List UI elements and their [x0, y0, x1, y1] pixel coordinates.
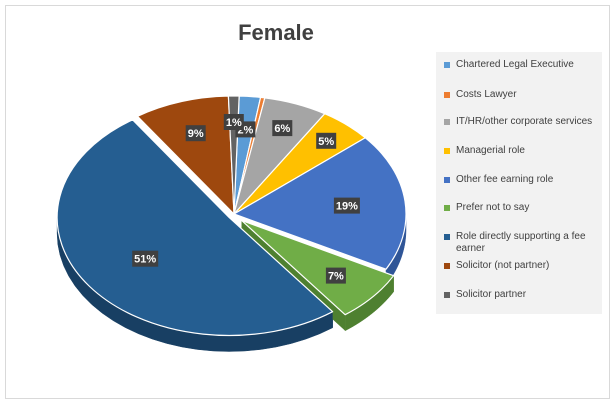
legend-item-solicitor-not-partner: Solicitor (not partner) [444, 260, 600, 272]
legend-label: Solicitor partner [456, 289, 527, 300]
legend-label: Solicitor (not partner) [456, 260, 550, 271]
legend-label: Other fee earning role [456, 174, 554, 185]
legend-label: Managerial role [456, 145, 525, 156]
legend-item-other-fee-earning-role: Other fee earning role [444, 174, 600, 186]
data-label-box [272, 120, 293, 137]
legend: Chartered Legal Executive Costs Lawyer IT/… [436, 52, 602, 314]
legend-label: Role directly supporting a fee earner [456, 231, 586, 254]
data-label-box [223, 114, 244, 130]
legend-swatch [444, 205, 450, 211]
data-label-solicitor-not-partner: 9% [185, 125, 206, 142]
data-label-box [333, 197, 360, 214]
data-label-box [185, 125, 206, 142]
pie-slice-solicitor-not-partner [136, 95, 235, 215]
legend-swatch [444, 148, 450, 154]
chart-area: Female 2% 6% 5% 19% 7% 51% 9% 1% Chartered Lega… [5, 5, 610, 399]
data-label-prefer-not-to-say: 7% [325, 267, 346, 284]
pie-plot: 2% 6% 5% 19% 7% 51% 9% 1% [56, 95, 407, 352]
legend-swatch [444, 92, 450, 98]
legend-swatch [444, 292, 450, 298]
data-label-box [316, 132, 337, 149]
legend-swatch [444, 62, 450, 68]
data-label-other-fee-earning-role: 19% [333, 197, 360, 214]
data-label-managerial-role: 5% [316, 132, 337, 149]
data-label-text: 51% [134, 254, 156, 266]
legend-label: Prefer not to say [456, 202, 530, 213]
legend-label: Costs Lawyer [456, 89, 517, 100]
legend-item-it-hr-other-corporate-services: IT/HR/other corporate services [444, 116, 600, 128]
data-label-text: 6% [274, 123, 290, 135]
data-label-it-hr-other-corporate-services: 6% [272, 120, 293, 137]
legend-swatch [444, 177, 450, 183]
data-label-text: 1% [226, 117, 242, 129]
legend-label: IT/HR/other corporate services [456, 116, 593, 127]
data-label-text: 19% [336, 201, 358, 213]
pie-slice-role-directly-supporting-a-fee-earner [56, 119, 334, 337]
data-label-text: 9% [188, 128, 204, 140]
data-label-role-directly-supporting-a-fee-earner: 51% [132, 250, 159, 267]
data-label-text: 2% [237, 124, 253, 136]
legend-item-role-directly-supporting-a-fee-earner: Role directly supporting a fee earner [444, 231, 600, 255]
data-label-text: 7% [328, 271, 344, 283]
legend-item-prefer-not-to-say: Prefer not to say [444, 202, 600, 214]
data-label-box [132, 250, 159, 267]
chart-title: Female [238, 20, 314, 45]
legend-swatch [444, 234, 450, 240]
legend-item-managerial-role: Managerial role [444, 145, 600, 157]
legend-label: Chartered Legal Executive [456, 59, 574, 70]
legend-item-solicitor-partner: Solicitor partner [444, 289, 600, 301]
data-label-box [325, 267, 346, 284]
pie-slice-other-fee-earning-role [233, 137, 407, 270]
legend-swatch [444, 119, 450, 125]
legend-swatch [444, 263, 450, 269]
legend-item-costs-lawyer: Costs Lawyer [444, 89, 600, 101]
pie-slice-prefer-not-to-say [241, 219, 395, 316]
data-label-solicitor-partner: 1% [223, 114, 244, 130]
legend-item-chartered-legal-executive: Chartered Legal Executive [444, 59, 600, 71]
data-label-text: 5% [318, 136, 334, 148]
